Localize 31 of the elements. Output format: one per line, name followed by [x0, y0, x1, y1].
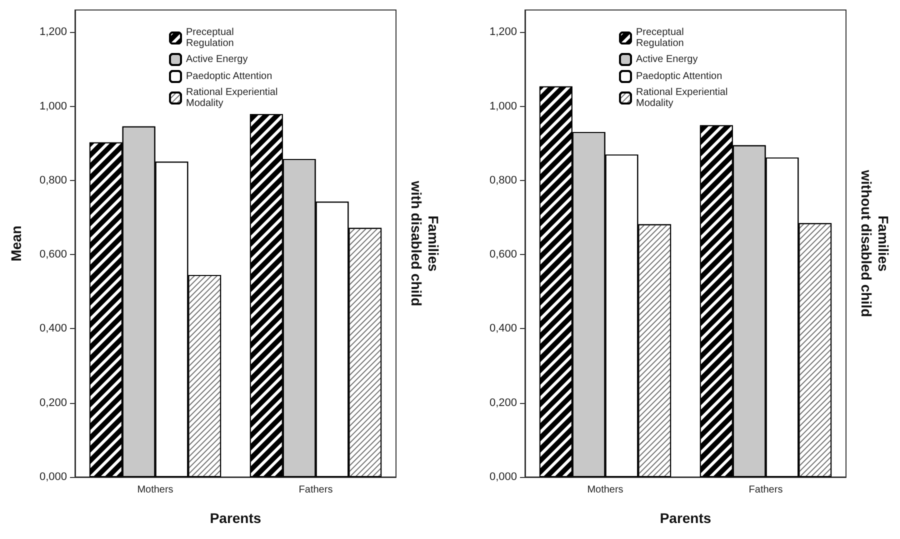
- y-tick-label: 0,000: [39, 471, 67, 483]
- x-tick-label: Fathers: [748, 484, 783, 496]
- y-tick-label: 0,400: [39, 322, 67, 335]
- y-axis-title: Mean: [8, 226, 24, 262]
- y-tick-label: 0,800: [39, 174, 67, 186]
- legend-label: Active Energy: [636, 54, 698, 65]
- y-tick-label: 0,600: [39, 248, 67, 261]
- y-tick-label: 0,000: [489, 471, 517, 483]
- legend-label: Preceptual Regulation: [186, 27, 237, 49]
- x-tick-label: Fathers: [298, 484, 333, 496]
- x-tick-label: Mothers: [587, 484, 624, 496]
- y-tick-label: 1,000: [39, 100, 67, 112]
- legend-label: Rational Experiential Modality: [636, 87, 730, 109]
- y2-axis-title: Families without disabled child: [858, 169, 892, 317]
- legend-label: Paedoptic Attention: [636, 71, 722, 82]
- x-axis-title: Parents: [210, 510, 262, 526]
- y-tick-label: 1,200: [39, 26, 67, 38]
- y-tick-label: 0,600: [489, 248, 517, 261]
- legend-label: Paedoptic Attention: [186, 71, 272, 82]
- x-axis-title: Parents: [660, 510, 712, 526]
- y2-axis-title: Families with disabled child: [408, 180, 442, 306]
- legend-label: Active Energy: [186, 54, 248, 65]
- x-tick-label: Mothers: [137, 484, 174, 496]
- legend-label: Rational Experiential Modality: [186, 87, 280, 109]
- y-tick-label: 1,200: [489, 26, 517, 38]
- y-tick-label: 1,000: [489, 100, 517, 112]
- y-tick-label: 0,200: [489, 396, 517, 409]
- legend-label: Preceptual Regulation: [636, 27, 687, 49]
- y-tick-label: 0,200: [39, 396, 67, 409]
- y-tick-label: 0,800: [489, 174, 517, 186]
- y-tick-label: 0,400: [489, 322, 517, 335]
